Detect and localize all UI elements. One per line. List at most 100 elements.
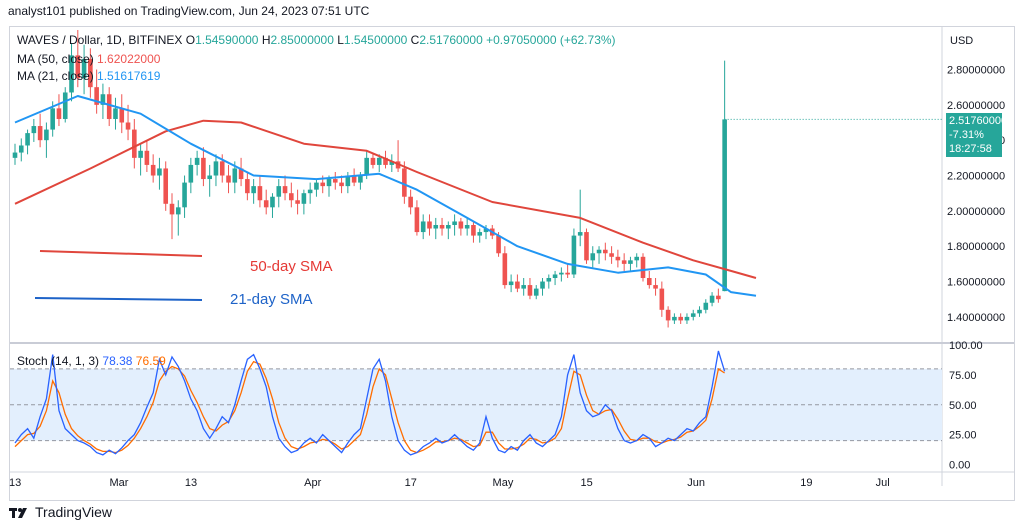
price-tick-label: 2.20000000 [947, 171, 1005, 183]
candle-body-down [226, 175, 231, 183]
tradingview-brand[interactable]: TradingView [9, 504, 112, 520]
ma21-value: 1.51617619 [97, 69, 161, 83]
candle-body-up [100, 94, 106, 105]
candle-body-up [182, 182, 187, 208]
time-tick-label: 13 [185, 477, 197, 489]
last-price-tag: 2.51760000 -7.31% 18:27:58 [946, 113, 1008, 157]
candle-body-up [634, 256, 640, 261]
candle-body-down [56, 108, 62, 119]
candle-body-down [245, 179, 250, 194]
candle-body-up [722, 119, 727, 292]
candle-body-up [628, 260, 633, 264]
candle-body-up [207, 175, 212, 180]
candle-body-down [125, 122, 131, 130]
close-value: 2.51760000 [419, 33, 483, 47]
low-label: L [337, 33, 344, 47]
time-tick-label: Mar [109, 477, 128, 489]
last-price: 2.51760000 [949, 115, 1008, 127]
candle-body-up [62, 92, 68, 119]
candle-body-up [477, 232, 483, 236]
candle-body-up [420, 221, 426, 233]
candle-body-up [376, 157, 382, 165]
open-label: O [185, 33, 196, 47]
candle-body-up [690, 313, 696, 317]
candle-body-down [119, 108, 125, 123]
candle-body-down [219, 161, 225, 176]
candle-body-up [540, 281, 545, 289]
candle-body-down [640, 256, 646, 279]
candle-body-down [515, 281, 520, 289]
candle-body-down [383, 157, 388, 165]
high-value: 2.85000000 [270, 33, 334, 47]
candle-body-up [301, 193, 307, 204]
candle-body-down [565, 272, 570, 275]
candle-body-down [332, 179, 338, 183]
candle-body-down [339, 182, 344, 187]
candle-body-up [276, 186, 282, 197]
stoch-label: Stoch (14, 1, 3) [17, 354, 100, 368]
candle-body-down [257, 186, 263, 201]
candle-body-up [446, 224, 451, 229]
sma50-line [14, 119, 757, 279]
stoch-tick-label: 25.00 [949, 430, 977, 442]
candle-body-down [295, 200, 300, 204]
candle-body-up [672, 316, 677, 321]
currency-label: USD [950, 35, 973, 47]
stoch-k-value: 78.38 [102, 354, 133, 368]
candle-body-up [703, 302, 709, 310]
candle-body-up [314, 182, 319, 190]
ma50-legend: MA (50, close) 1.62022000 [17, 52, 160, 66]
candle-body-up [596, 249, 602, 254]
candle-body-up [44, 129, 49, 141]
price-tick-label: 1.40000000 [947, 312, 1005, 324]
time-tick-label: 19 [800, 477, 812, 489]
brand-label: TradingView [35, 504, 113, 520]
price-tick-label: 2.80000000 [947, 65, 1005, 77]
candle-body-up [25, 133, 30, 146]
ma50-value: 1.62022000 [97, 52, 161, 66]
candle-body-down [163, 168, 169, 204]
candle-body-up [521, 285, 526, 289]
sma21-line [14, 95, 757, 297]
stoch-tick-label: 100.00 [949, 340, 983, 352]
candle-body-up [188, 164, 194, 183]
candle-body-up [81, 58, 87, 79]
ma50-label: MA (50, close) [17, 52, 94, 66]
ma21-label: MA (21, close) [17, 69, 94, 83]
candle-body-down [439, 224, 445, 229]
time-tick-label: 13 [9, 477, 21, 489]
last-change-pct: -7.31% [949, 129, 984, 141]
candle-body-up [138, 150, 143, 158]
candle-body-down [282, 186, 288, 194]
candle-body-up [389, 161, 395, 165]
stoch-tick-label: 0.00 [949, 460, 970, 472]
ma21-legend: MA (21, close) 1.51617619 [17, 69, 160, 83]
time-tick-label: Jul [876, 477, 890, 489]
candle-body-down [471, 224, 476, 236]
chart-frame [9, 26, 1015, 501]
candle-body-down [609, 253, 614, 257]
candle-body-down [402, 168, 407, 197]
sma50-annotation: 50-day SMA [250, 258, 333, 275]
candle-body-down [351, 175, 357, 183]
candle-body-up [571, 235, 577, 275]
price-tick-label: 1.60000000 [947, 277, 1005, 289]
candle-body-down [678, 316, 683, 321]
candle-body-up [546, 278, 552, 282]
candle-body-up [709, 295, 715, 303]
candle-body-down [615, 256, 621, 261]
candle-body-up [251, 186, 256, 194]
publisher-header: analyst101 published on TradingView.com,… [8, 4, 370, 18]
stoch-d-value: 76.59 [135, 354, 166, 368]
candle-body-down [502, 253, 508, 286]
candle-body-down [238, 168, 244, 180]
candle-body-down [263, 200, 269, 208]
sma50-annotation-line [39, 250, 203, 257]
candle-body-up [552, 274, 558, 279]
stoch-k-line [14, 350, 726, 456]
stoch-tick-label: 75.00 [949, 370, 977, 382]
symbol-label: WAVES / Dollar, 1D, BITFINEX [17, 33, 183, 47]
candle-body-down [496, 235, 501, 254]
candle-body-up [358, 175, 363, 183]
